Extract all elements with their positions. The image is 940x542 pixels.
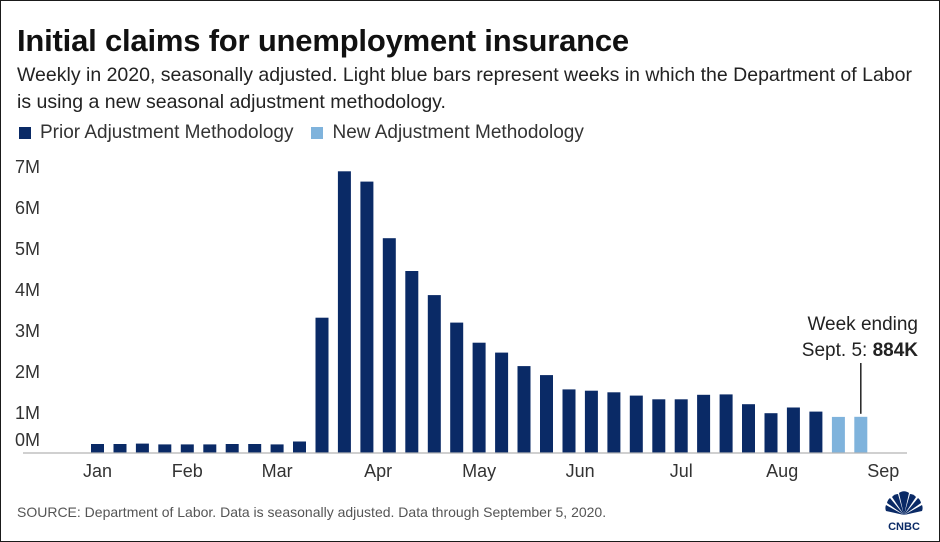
bar — [495, 352, 509, 453]
bar — [135, 443, 149, 453]
bar — [584, 390, 598, 453]
bar — [315, 317, 329, 453]
legend-swatch-prior — [19, 127, 31, 139]
bar — [382, 238, 396, 453]
y-axis: 0M 1M 2M 3M 4M 5M 6M 7M — [15, 157, 40, 450]
bar — [719, 394, 733, 453]
bar — [517, 366, 531, 453]
y-tick-label: 3M — [15, 321, 40, 341]
legend-item-new: New Adjustment Methodology — [311, 122, 584, 144]
bar — [607, 392, 621, 453]
chart-subtitle: Weekly in 2020, seasonally adjusted. Lig… — [17, 64, 912, 113]
legend-item-prior: Prior Adjustment Methodology — [19, 122, 293, 144]
cnbc-peacock-logo: CNBC — [885, 491, 923, 533]
bar — [809, 411, 823, 453]
x-tick-label: Feb — [172, 461, 203, 481]
chart-legend: Prior Adjustment Methodology New Adjustm… — [19, 122, 602, 144]
x-tick-label: May — [462, 461, 496, 481]
annotation-line-2: Sept. 5: 884K — [802, 340, 918, 361]
annotation-value: 884K — [873, 340, 919, 361]
bars — [91, 171, 868, 454]
legend-label-prior: Prior Adjustment Methodology — [40, 122, 294, 143]
y-tick-label: 5M — [15, 239, 40, 259]
bar — [562, 389, 576, 453]
bar — [203, 444, 217, 453]
bar — [742, 404, 755, 453]
x-tick-label: Sep — [867, 461, 899, 481]
bar — [360, 181, 374, 453]
bar — [427, 295, 441, 453]
bar — [405, 271, 419, 453]
bar — [180, 444, 194, 453]
bar — [472, 342, 486, 453]
bar — [270, 444, 284, 453]
source-note: SOURCE: Department of Labor. Data is sea… — [17, 504, 607, 520]
bar — [674, 399, 688, 453]
bar — [540, 375, 553, 453]
bar — [337, 171, 351, 454]
legend-label-new: New Adjustment Methodology — [332, 122, 584, 143]
y-tick-label: 7M — [15, 157, 40, 177]
chart-title: Initial claims for unemployment insuranc… — [17, 23, 629, 58]
annotation-line-1: Week ending — [807, 314, 918, 335]
x-tick-label: Apr — [364, 461, 392, 481]
y-tick-label: 6M — [15, 198, 40, 218]
annotation-date: Sept. 5: — [802, 340, 873, 361]
bar — [91, 444, 104, 453]
bar — [629, 395, 643, 453]
bar — [113, 444, 127, 453]
bar — [450, 322, 464, 453]
x-axis: Jan Feb Mar Apr May Jun Jul Aug Sep — [83, 461, 899, 481]
bar — [158, 444, 172, 453]
y-tick-label: 4M — [15, 280, 40, 300]
bar — [697, 394, 711, 453]
x-tick-label: Jan — [83, 461, 112, 481]
x-tick-label: Jun — [566, 461, 595, 481]
latest-week-annotation: Week ending Sept. 5: 884K — [802, 314, 918, 414]
y-tick-label: 2M — [15, 362, 40, 382]
bar — [652, 399, 666, 453]
bar — [854, 416, 868, 453]
bar — [786, 407, 800, 453]
bar — [248, 444, 262, 453]
legend-swatch-new — [311, 127, 324, 139]
bar — [764, 413, 778, 453]
bar — [225, 444, 239, 453]
y-tick-label: 1M — [15, 403, 40, 423]
bar — [831, 416, 845, 453]
y-tick-label: 0M — [15, 430, 40, 450]
x-tick-label: Mar — [262, 461, 293, 481]
bar — [293, 441, 306, 453]
x-tick-label: Jul — [670, 461, 693, 481]
x-tick-label: Aug — [766, 461, 798, 481]
logo-text: CNBC — [888, 521, 920, 533]
